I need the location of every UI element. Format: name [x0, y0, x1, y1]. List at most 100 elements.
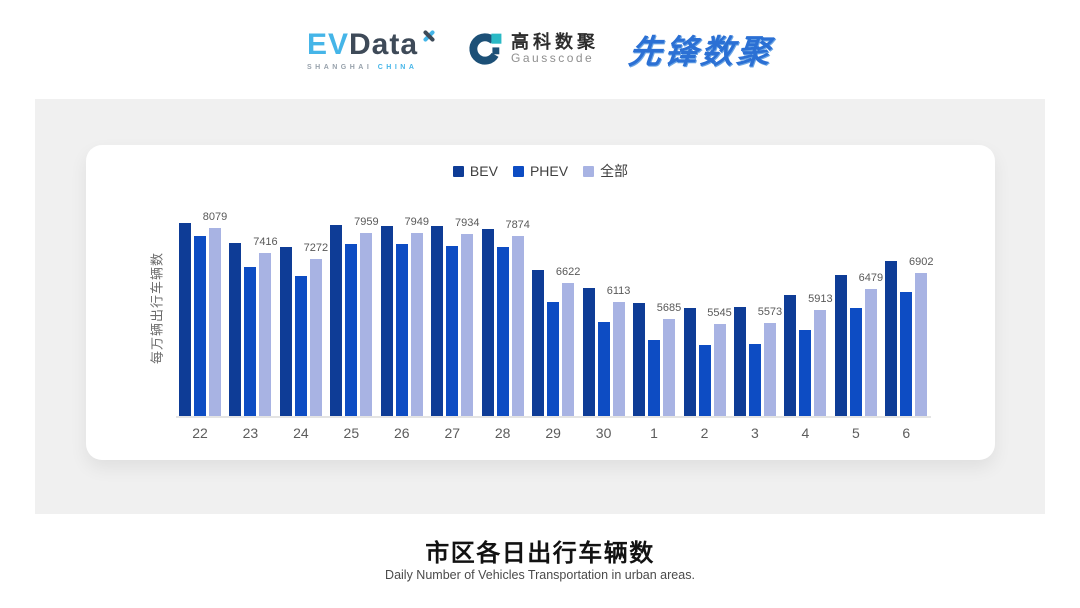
- bar-bev: [431, 226, 444, 416]
- bar-bev: [683, 308, 696, 416]
- evdata-wordmark: EV Data: [307, 28, 437, 60]
- bar-group: 6113 30: [582, 200, 630, 441]
- bar-全部: [209, 228, 221, 416]
- bar-group: 7934 27: [431, 200, 479, 441]
- bar-bev: [532, 270, 545, 416]
- legend-item-bev[interactable]: BEV: [452, 163, 498, 179]
- legend-item-全部[interactable]: 全部: [583, 161, 628, 181]
- x-tick-label: 22: [192, 425, 208, 441]
- bar-bev: [229, 243, 242, 416]
- x-tick-label: 23: [242, 425, 259, 441]
- data-label: 7959: [354, 215, 379, 228]
- x-tick-label: 1: [650, 425, 658, 441]
- evdata-logo: EV Data SHANGHAI CHINA: [307, 28, 437, 71]
- bar-phev: [496, 247, 509, 416]
- bar-group: 6479 5: [834, 200, 883, 441]
- evdata-ev-text: EV: [306, 27, 349, 61]
- x-tick-label: 3: [751, 425, 759, 441]
- x-tick-label: 30: [595, 425, 612, 441]
- bar-全部: [360, 232, 373, 416]
- bar-bev: [784, 295, 797, 416]
- bar-phev: [345, 244, 358, 416]
- data-label: 7272: [303, 241, 329, 254]
- bar-phev: [698, 344, 711, 416]
- legend-label: PHEV: [529, 163, 569, 179]
- gausscode-text: 高科数聚 Gausscode: [511, 32, 599, 66]
- data-label: 7874: [505, 218, 530, 231]
- bar-bev: [481, 228, 494, 416]
- data-label: 6902: [909, 255, 934, 268]
- data-label: 5573: [757, 305, 783, 318]
- evdata-data-text: Data: [349, 27, 419, 61]
- bar-phev: [597, 322, 610, 416]
- bar-全部: [864, 288, 877, 416]
- bar-全部: [915, 272, 928, 416]
- y-axis-label: 每万辆出行车辆数: [149, 251, 165, 365]
- legend-swatch-icon: [452, 165, 464, 177]
- bar-bev: [733, 306, 746, 416]
- bar-phev: [395, 244, 408, 416]
- chart-title: 市区各日出行车辆数: [425, 540, 655, 567]
- data-label: 6113: [606, 285, 631, 298]
- chart-legend: BEV PHEV 全部: [86, 161, 995, 181]
- bar-group: 5685 1: [633, 200, 681, 441]
- bar-phev: [748, 343, 761, 416]
- x-tick-label: 5: [851, 425, 860, 441]
- bar-全部: [410, 233, 423, 416]
- legend-label: 全部: [600, 163, 629, 179]
- x-tick-label: 2: [700, 425, 709, 441]
- x-tick-label: 25: [343, 425, 360, 441]
- data-label: 7949: [404, 216, 430, 228]
- x-tick-label: 28: [494, 425, 511, 441]
- bar-bev: [279, 246, 292, 416]
- bar-group: 7272 24: [279, 200, 328, 441]
- legend-item-phev[interactable]: PHEV: [512, 163, 569, 179]
- bar-group: 5545 2: [683, 200, 732, 441]
- x-tick-label: 26: [394, 425, 410, 441]
- bar-全部: [461, 233, 474, 416]
- data-label: 5685: [656, 301, 682, 314]
- x-tick-label: 6: [902, 425, 911, 441]
- bar-phev: [849, 307, 862, 416]
- evdata-tagline-right: CHINA: [377, 63, 418, 71]
- bar-bev: [834, 275, 847, 416]
- x-tick-label: 27: [444, 425, 461, 441]
- bar-group: 7959 25: [330, 200, 379, 441]
- bar-phev: [446, 245, 459, 416]
- bar-phev: [648, 339, 661, 416]
- bar-全部: [713, 323, 726, 416]
- x-tick-label: 4: [801, 425, 810, 441]
- bar-phev: [244, 267, 257, 416]
- bar-group: 7949 26: [380, 200, 429, 441]
- data-label: 8079: [202, 211, 228, 224]
- bar-全部: [612, 302, 625, 416]
- bar-group: 7874 28: [481, 200, 530, 441]
- bar-phev: [799, 330, 812, 416]
- bar-全部: [511, 235, 524, 416]
- bar-全部: [663, 318, 676, 416]
- gausscode-logo-icon: [467, 31, 503, 67]
- data-label: 6479: [858, 271, 884, 284]
- logo-bar: EV Data SHANGHAI CHINA 高科数聚 Gausscode 先锋数…: [0, 16, 1080, 82]
- bar-phev: [547, 302, 560, 416]
- x-tick-label: 24: [293, 425, 309, 441]
- bar-bev: [885, 260, 898, 416]
- gausscode-name-en: Gausscode: [511, 51, 595, 66]
- bar-phev: [194, 236, 206, 416]
- bar-phev: [294, 276, 307, 416]
- evdata-tagline: SHANGHAI CHINA: [307, 64, 437, 71]
- bar-全部: [814, 309, 827, 416]
- bar-bev: [380, 226, 393, 416]
- plot-area: 8079 22 7416 23 7272 24 7959 25 7949 26 7934 27 7874…: [176, 200, 934, 441]
- bar-bev: [582, 288, 595, 416]
- gausscode-logo: 高科数聚 Gausscode: [467, 31, 599, 67]
- evdata-x-icon: [421, 28, 437, 44]
- pioneer-logo-text: 先锋数聚: [626, 33, 775, 70]
- legend-label: BEV: [469, 163, 498, 179]
- bar-group: 7416 23: [229, 200, 278, 441]
- bar-全部: [309, 258, 322, 416]
- evdata-tagline-left: SHANGHAI: [306, 63, 378, 71]
- bar-group: 6622 29: [532, 200, 580, 441]
- data-label: 6622: [555, 266, 581, 279]
